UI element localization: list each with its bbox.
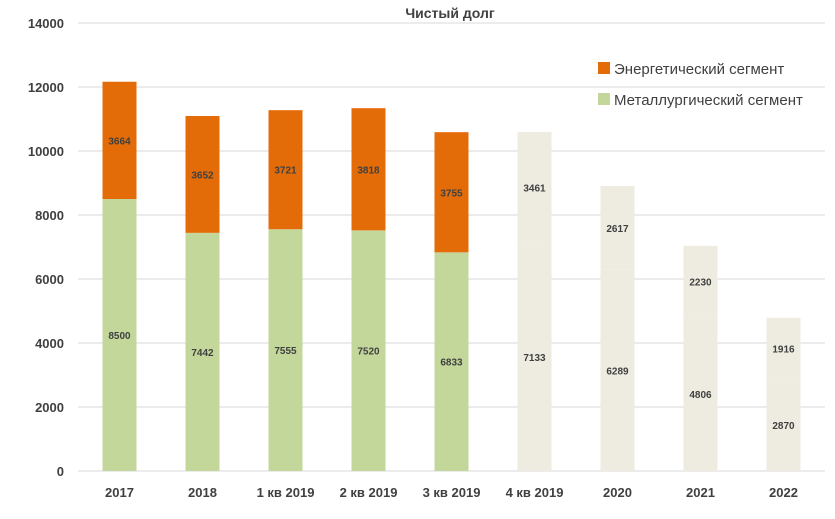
y-tick-label: 8000 [35,208,64,223]
data-label-energy: 3652 [191,170,214,181]
bar-energy [517,131,552,243]
data-label-energy: 1916 [772,345,795,356]
y-tick-label: 2000 [35,400,64,415]
bar-energy [102,81,137,199]
data-label-metallurgy: 6289 [606,366,629,377]
x-tick-label: 2018 [188,485,217,500]
bar-metallurgy [683,317,718,471]
x-tick-label: 4 кв 2019 [506,485,564,500]
bar-metallurgy [766,379,801,471]
legend-label-metallurgy: Металлургический сегмент [614,92,803,109]
data-label-energy: 3755 [440,188,463,199]
bar-metallurgy [351,230,386,471]
bar-energy [766,317,801,380]
y-tick-label: 14000 [28,16,64,31]
data-label-energy: 3664 [108,136,131,147]
x-tick-label: 3 кв 2019 [423,485,481,500]
bar-metallurgy [102,199,137,471]
y-tick-label: 4000 [35,336,64,351]
data-labels: 8500 3664 7442 3652 7555 3721 7520 3818 6833 3755… [108,136,795,432]
x-tick-label: 2020 [603,485,632,500]
data-label-metallurgy: 7442 [191,348,214,359]
legend-item-metallurgy: Металлургический сегмент [598,92,803,109]
data-label-metallurgy: 2870 [772,421,795,432]
data-label-metallurgy: 7520 [357,347,380,358]
bar-metallurgy [517,242,552,471]
legend-swatch-metallurgy [598,93,610,105]
data-label-energy: 2230 [689,278,712,289]
bar-energy [268,110,303,230]
bar-metallurgy [268,229,303,471]
bar-metallurgy [434,252,469,471]
data-label-energy: 3461 [523,183,546,194]
y-tick-label: 0 [57,464,64,479]
data-label-metallurgy: 7555 [274,346,297,357]
chart-title: Чистый долг [405,5,495,21]
data-label-energy: 3818 [357,165,380,176]
x-tick-label: 2021 [686,485,715,500]
bar-metallurgy [600,269,635,471]
bar-energy [683,245,718,318]
x-tick-label: 1 кв 2019 [257,485,315,500]
data-label-metallurgy: 4806 [689,390,712,401]
data-label-energy: 2617 [606,224,629,235]
bar-energy [185,115,220,233]
bar-energy [434,132,469,253]
legend-swatch-energy [598,62,610,74]
bars [102,81,801,471]
bar-energy [351,108,386,231]
data-label-energy: 3721 [274,166,297,177]
axes: 0 2000 4000 6000 8000 10000 12000 14000 2017 2018… [28,16,798,500]
x-tick-label: 2017 [105,485,134,500]
legend: Энергетический сегмент Металлургический … [598,61,803,109]
x-tick-label: 2 кв 2019 [340,485,398,500]
legend-label-energy: Энергетический сегмент [614,61,784,78]
bar-metallurgy [185,232,220,471]
data-label-metallurgy: 7133 [523,353,546,364]
y-tick-label: 6000 [35,272,64,287]
legend-item-energy: Энергетический сегмент [598,61,784,78]
data-label-metallurgy: 8500 [108,331,131,342]
y-tick-label: 10000 [28,144,64,159]
x-tick-label: 2022 [769,485,798,500]
data-label-metallurgy: 6833 [440,358,463,369]
bar-energy [600,186,635,270]
y-tick-label: 12000 [28,80,64,95]
